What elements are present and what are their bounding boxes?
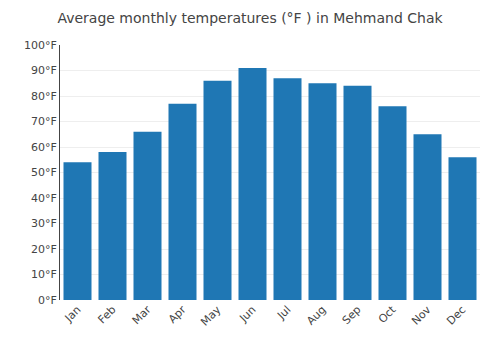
- svg-text:Jan: Jan: [62, 303, 84, 325]
- svg-text:Jun: Jun: [236, 303, 258, 325]
- svg-text:50°F: 50°F: [31, 166, 57, 179]
- svg-text:Jul: Jul: [274, 303, 293, 322]
- svg-text:Oct: Oct: [376, 303, 399, 326]
- svg-text:100°F: 100°F: [24, 39, 57, 52]
- svg-text:80°F: 80°F: [31, 90, 57, 103]
- svg-text:Dec: Dec: [444, 303, 468, 327]
- svg-text:60°F: 60°F: [31, 141, 57, 154]
- svg-text:Feb: Feb: [96, 303, 119, 326]
- svg-text:10°F: 10°F: [31, 268, 57, 281]
- svg-text:Sep: Sep: [340, 303, 364, 327]
- svg-text:20°F: 20°F: [31, 243, 57, 256]
- svg-text:May: May: [198, 303, 224, 329]
- svg-text:0°F: 0°F: [38, 294, 57, 307]
- svg-text:Average monthly temperatures (: Average monthly temperatures (°F ) in Me…: [57, 10, 443, 26]
- svg-text:Mar: Mar: [130, 303, 154, 327]
- svg-text:Apr: Apr: [166, 303, 189, 326]
- svg-text:90°F: 90°F: [31, 64, 57, 77]
- svg-text:Nov: Nov: [409, 303, 434, 328]
- svg-text:30°F: 30°F: [31, 217, 57, 230]
- svg-text:Aug: Aug: [304, 303, 328, 327]
- svg-text:40°F: 40°F: [31, 192, 57, 205]
- svg-text:70°F: 70°F: [31, 115, 57, 128]
